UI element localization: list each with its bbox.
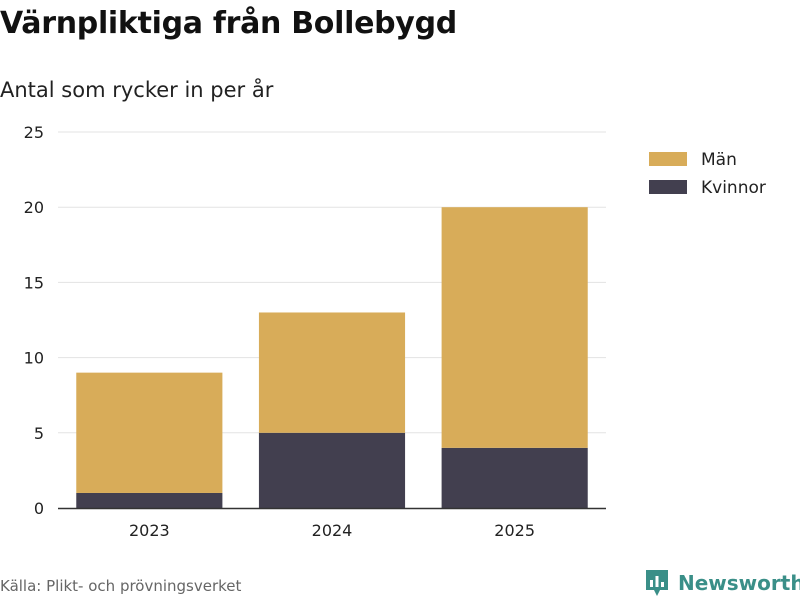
bar-män-2024: [258, 312, 406, 433]
legend-label-kvinnor: Kvinnor: [701, 178, 766, 198]
y-tick-label: 5: [34, 424, 44, 443]
bars: [76, 207, 588, 508]
chart-subtitle: Antal som rycker in per år: [0, 78, 274, 102]
x-tick-label: 2023: [129, 521, 170, 540]
newsworthy-logo-icon: [646, 570, 668, 596]
brand-name: Newsworthy: [678, 571, 800, 595]
x-axis-ticks: 2023 2024 2025: [129, 521, 535, 540]
bar-män-2023: [76, 372, 223, 493]
bar-kvinnor-2024: [258, 432, 406, 508]
chart-title: Värnpliktiga från Bollebygd: [0, 6, 457, 41]
y-tick-label: 25: [24, 123, 44, 142]
y-tick-label: 15: [24, 273, 44, 292]
brand-logo: Newsworthy: [644, 568, 800, 598]
y-tick-label: 10: [24, 349, 44, 368]
legend-swatch-kvinnor: [649, 180, 687, 194]
bar-män-2025: [441, 207, 588, 448]
y-axis-ticks: 0 5 10 15 20 25: [24, 123, 44, 518]
bar-kvinnor-2023: [76, 492, 223, 508]
legend-label-män: Män: [701, 150, 737, 170]
x-tick-label: 2024: [312, 521, 353, 540]
legend-swatch-män: [649, 152, 687, 166]
x-tick-label: 2025: [494, 521, 535, 540]
legend: Män Kvinnor: [649, 150, 766, 198]
y-tick-label: 0: [34, 499, 44, 518]
source-note: Källa: Plikt- och prövningsverket: [0, 577, 242, 595]
bar-kvinnor-2025: [441, 447, 588, 508]
y-tick-label: 20: [24, 198, 44, 217]
